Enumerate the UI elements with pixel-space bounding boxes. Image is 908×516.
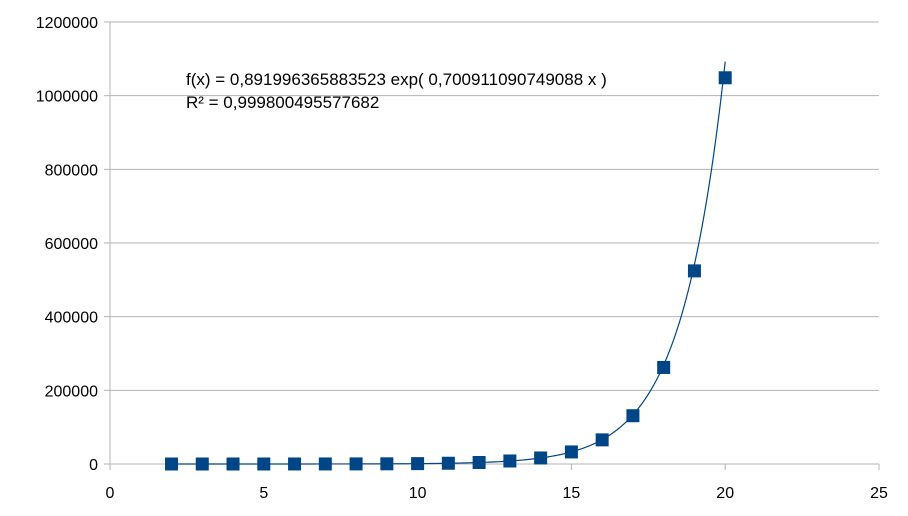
y-tick-label: 800000 (45, 162, 98, 179)
trendline-layer (171, 61, 726, 465)
data-point-marker (195, 457, 209, 471)
y-tick-label: 1200000 (36, 15, 98, 32)
data-point-marker (687, 264, 701, 278)
x-tick-label: 10 (409, 485, 427, 502)
annotations: f(x) = 0,891996365883523 exp( 0,70091109… (186, 70, 607, 112)
y-tick-label: 1000000 (36, 89, 98, 106)
tick-labels: 0 200000 400000 600000 800000 1000000 1200000 0… (36, 15, 888, 502)
x-tick-label: 20 (716, 485, 734, 502)
y-tick-label: 200000 (45, 383, 98, 400)
gridlines (110, 21, 879, 391)
data-point-marker (626, 409, 640, 423)
data-point-marker (718, 71, 732, 85)
data-point-marker (441, 456, 455, 470)
data-point-marker (318, 457, 332, 471)
data-points (165, 71, 732, 471)
data-point-marker (226, 457, 240, 471)
data-point-marker (595, 433, 609, 447)
x-tick-label: 15 (563, 485, 581, 502)
axes (104, 21, 880, 470)
data-point-marker (257, 457, 271, 471)
y-tick-label: 0 (89, 457, 98, 474)
data-point-marker (472, 455, 486, 469)
data-point-marker (564, 445, 578, 459)
data-point-marker (165, 457, 179, 471)
data-point-marker (657, 360, 671, 374)
y-tick-label: 400000 (45, 310, 98, 327)
trendline-equation: f(x) = 0,891996365883523 exp( 0,70091109… (186, 70, 607, 89)
x-tick-label: 5 (259, 485, 268, 502)
x-tick-label: 0 (106, 485, 115, 502)
data-point-marker (411, 457, 425, 471)
r-squared-label: R² = 0,999800495577682 (186, 93, 379, 112)
data-point-marker (503, 454, 517, 468)
data-point-marker (380, 457, 394, 471)
y-tick-label: 600000 (45, 236, 98, 253)
x-tick-label: 25 (870, 485, 888, 502)
exponential-trendline (171, 61, 726, 465)
data-point-marker (534, 451, 548, 465)
data-point-marker (288, 457, 302, 471)
data-point-marker (349, 457, 363, 471)
